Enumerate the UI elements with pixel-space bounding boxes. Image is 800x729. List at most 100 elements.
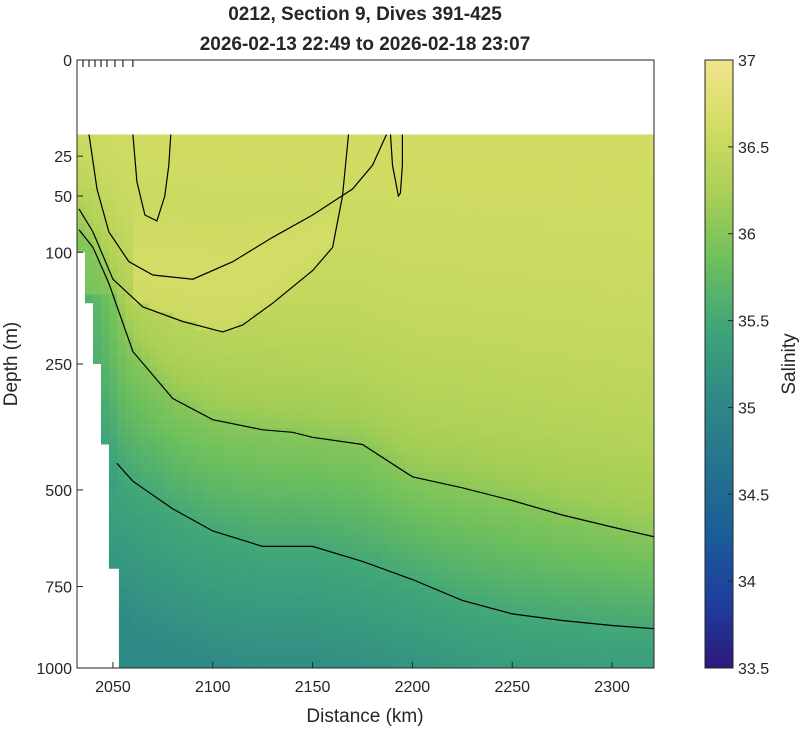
colorbar-tick-label: 33.5	[738, 661, 769, 678]
field-cell	[605, 134, 615, 144]
field-cell	[397, 365, 407, 376]
field-cell	[197, 152, 206, 162]
field-cell	[517, 178, 527, 189]
field-cell	[445, 525, 455, 536]
field-cell	[213, 338, 222, 349]
field-cell	[197, 436, 206, 447]
field-cell	[477, 641, 487, 651]
colorbar-tick-label: 37	[738, 53, 756, 70]
field-cell	[205, 134, 214, 144]
field-cell	[357, 285, 367, 296]
field-cell	[517, 561, 527, 571]
field-cell	[269, 161, 278, 171]
field-cell	[541, 605, 551, 616]
field-cell	[581, 170, 591, 180]
field-cell	[477, 650, 487, 660]
field-cell	[165, 454, 174, 465]
field-cell	[485, 552, 495, 562]
field-cell	[573, 650, 583, 660]
field-cell	[421, 659, 431, 668]
field-cell	[245, 250, 254, 260]
field-cell	[205, 330, 214, 340]
field-cell	[309, 472, 319, 482]
field-cell	[213, 525, 222, 536]
field-cell	[581, 312, 591, 322]
field-cell	[333, 436, 343, 447]
field-cell	[573, 579, 583, 589]
field-cell	[101, 383, 110, 393]
field-cell	[421, 223, 431, 233]
field-cell	[181, 579, 190, 589]
field-cell	[197, 570, 206, 580]
field-cell	[517, 579, 527, 589]
field-cell	[253, 134, 262, 144]
field-cell	[605, 267, 615, 278]
field-cell	[461, 178, 471, 189]
field-cell	[85, 205, 94, 216]
field-cell	[93, 187, 102, 198]
field-cell	[349, 481, 359, 491]
field-cell	[645, 516, 654, 527]
field-cell	[541, 659, 551, 668]
field-cell	[565, 338, 575, 349]
field-cell	[509, 650, 519, 660]
field-cell	[629, 347, 639, 358]
field-cell	[549, 419, 559, 429]
field-cell	[157, 321, 166, 331]
field-cell	[301, 507, 310, 518]
field-cell	[253, 507, 262, 518]
field-cell	[293, 454, 302, 465]
field-cell	[389, 507, 399, 518]
field-cell	[349, 525, 359, 536]
field-cell	[157, 472, 166, 482]
field-cell	[245, 499, 254, 509]
field-cell	[405, 659, 415, 668]
field-cell	[373, 445, 383, 456]
field-cell	[453, 214, 463, 224]
field-cell	[253, 561, 262, 571]
field-cell	[453, 579, 463, 589]
field-cell	[557, 507, 567, 518]
field-cell	[253, 223, 262, 233]
field-cell	[429, 276, 439, 287]
field-cell	[365, 196, 375, 207]
field-cell	[181, 641, 190, 651]
field-cell	[549, 223, 559, 233]
field-cell	[317, 223, 327, 233]
field-cell	[629, 401, 639, 411]
field-cell	[365, 436, 375, 447]
field-cell	[437, 312, 447, 322]
field-cell	[365, 161, 375, 171]
field-cell	[629, 187, 639, 198]
field-cell	[445, 570, 455, 580]
field-cell	[149, 579, 158, 589]
field-cell	[77, 232, 86, 242]
field-cell	[477, 659, 487, 668]
field-cell	[317, 196, 327, 207]
field-cell	[213, 143, 222, 153]
field-cell	[461, 196, 471, 207]
field-cell	[477, 445, 487, 456]
field-cell	[317, 285, 327, 296]
field-cell	[301, 614, 310, 625]
field-cell	[501, 170, 511, 180]
field-cell	[509, 445, 519, 456]
field-cell	[309, 570, 319, 580]
field-cell	[621, 241, 631, 251]
field-cell	[589, 561, 599, 571]
field-cell	[485, 241, 495, 251]
field-cell	[365, 463, 375, 473]
field-cell	[365, 267, 375, 278]
field-cell	[437, 285, 447, 296]
field-cell	[557, 232, 567, 242]
field-cell	[133, 579, 142, 589]
field-cell	[325, 392, 335, 402]
field-cell	[397, 401, 407, 411]
field-cell	[573, 205, 583, 216]
field-cell	[581, 650, 591, 660]
field-cell	[629, 436, 639, 447]
field-cell	[541, 365, 551, 376]
field-cell	[421, 170, 431, 180]
field-cell	[165, 419, 174, 429]
field-cell	[349, 267, 359, 278]
